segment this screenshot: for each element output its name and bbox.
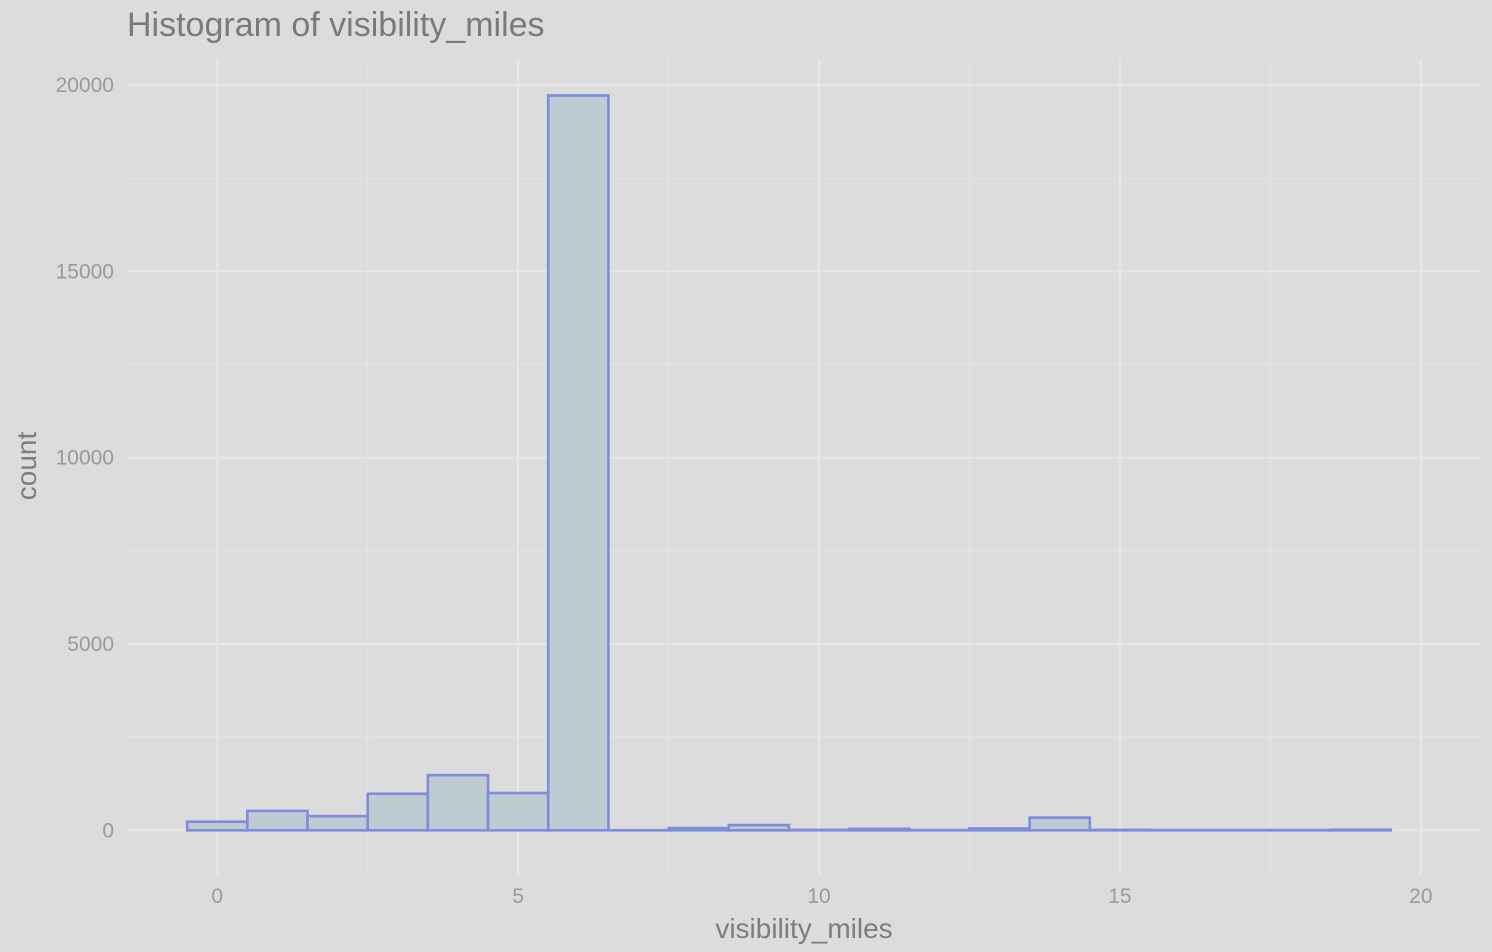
chart-title: Histogram of visibility_miles [127, 6, 545, 44]
y-tick-label-1: 5000 [67, 633, 114, 656]
histogram-bar-4 [426, 773, 490, 832]
histogram-bar-2 [306, 814, 370, 832]
y-axis-label: count [11, 432, 42, 501]
histogram-bar-9 [727, 823, 791, 832]
histogram-bar-3 [366, 792, 430, 832]
y-tick-label-3: 15000 [56, 260, 114, 283]
histogram-bar-6 [546, 94, 610, 832]
histogram-bars [185, 94, 1393, 832]
histogram-bar-0 [185, 820, 249, 832]
y-axis-ticks: 0 5000 10000 15000 20000 [56, 74, 114, 842]
y-tick-label-4: 20000 [56, 74, 114, 97]
y-tick-label-2: 10000 [56, 447, 114, 470]
x-axis-label: visibility_miles [715, 913, 892, 944]
grid-lines [127, 59, 1481, 875]
x-tick-label-2: 10 [807, 885, 830, 908]
histogram-bar-8 [667, 826, 731, 832]
histogram-bar-13 [968, 827, 1031, 832]
x-axis-ticks: 0 5 10 15 20 [211, 885, 1432, 908]
x-tick-label-4: 20 [1409, 885, 1432, 908]
x-tick-label-3: 15 [1108, 885, 1131, 908]
histogram-bar-19 [1329, 828, 1393, 832]
x-tick-label-0: 0 [211, 885, 223, 908]
histogram-bar-14 [1028, 816, 1092, 832]
histogram-bar-11 [847, 827, 911, 832]
histogram-bar-5 [486, 791, 550, 832]
histogram-bar-1 [246, 809, 309, 832]
x-tick-label-1: 5 [512, 885, 524, 908]
y-tick-label-0: 0 [102, 819, 114, 842]
